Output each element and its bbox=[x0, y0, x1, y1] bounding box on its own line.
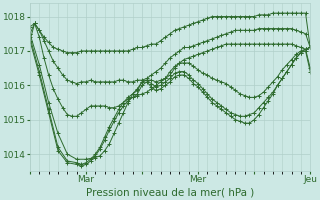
X-axis label: Pression niveau de la mer( hPa ): Pression niveau de la mer( hPa ) bbox=[86, 187, 254, 197]
